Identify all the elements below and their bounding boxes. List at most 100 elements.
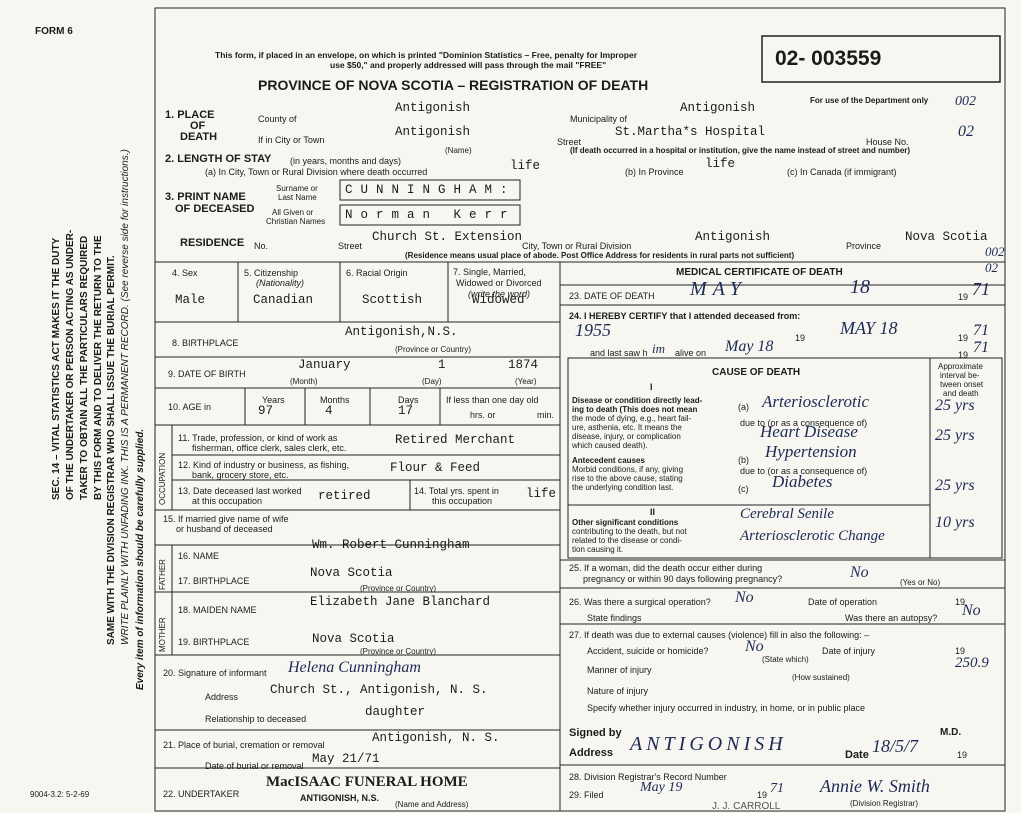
label: Date of injury: [822, 646, 876, 656]
value: MAY: [690, 278, 747, 300]
value: Antigonish: [395, 125, 471, 139]
value: May 18: [725, 338, 774, 355]
side-text: BY THIS FORM AND TO DELIVER THE RETURN T…: [93, 235, 104, 500]
label: interval be-: [940, 371, 980, 380]
value: 71: [770, 781, 784, 796]
side-text: TAKER TO OBTAIN ALL THE PARTICULARS REQU…: [79, 235, 90, 500]
value: St.Martha*s Hospital: [615, 125, 766, 139]
label: Years: [262, 395, 285, 405]
side-text: SEC. 14 – VITAL STATISTICS ACT MAKES IT …: [51, 237, 62, 500]
label: Specify whether injury occurred in indus…: [587, 703, 865, 713]
label: 23. DATE OF DEATH: [569, 291, 655, 301]
label: M.D.: [940, 727, 962, 738]
label: Surname or: [276, 184, 318, 193]
value: Church St. Extension: [372, 230, 523, 244]
label: this occupation: [432, 496, 493, 506]
label: City, Town or Rural Division: [522, 241, 632, 251]
label: or husband of deceased: [176, 524, 273, 534]
side-text: OF THE UNDERTAKER OR PERSON ACTING AS UN…: [65, 229, 76, 500]
label: rise to the above cause, stating: [572, 474, 683, 483]
label: (write the word): [468, 289, 531, 299]
title: PROVINCE OF NOVA SCOTIA – REGISTRATION O…: [258, 77, 649, 93]
label: ure, asthenia, etc. It means the: [572, 423, 682, 432]
section-label: 3. PRINT NAME: [165, 191, 246, 203]
label: Street: [338, 241, 363, 251]
value: retired: [318, 489, 371, 503]
notice: use $50," and properly addressed will pa…: [330, 60, 607, 70]
label: (in years, months and days): [290, 156, 402, 166]
value: Antigonish: [695, 230, 771, 244]
label: 10. AGE in: [168, 402, 212, 412]
value: Cerebral Senile: [740, 506, 835, 522]
value: MAY 18: [840, 318, 898, 338]
label: ing to death (This does not mean: [572, 405, 698, 414]
label: 19. BIRTHPLACE: [178, 637, 250, 647]
caption: (Name): [445, 146, 472, 155]
label: 4. Sex: [172, 268, 198, 278]
note: (Residence means usual place of abode. P…: [405, 251, 795, 260]
label: (a): [738, 402, 749, 412]
section-label: OF DECEASED: [175, 203, 255, 215]
value: 25 yrs: [935, 397, 975, 414]
registration-number: 02- 003559: [775, 47, 882, 70]
value: Arteriosclerotic Change: [740, 528, 885, 544]
signature: Helena Cunningham: [288, 659, 421, 676]
label: tween onset: [940, 380, 984, 389]
label: 21. Place of burial, cremation or remova…: [163, 740, 325, 750]
form-label: FORM 6: [35, 26, 73, 37]
code: 02: [985, 260, 998, 275]
section-label: DEATH: [180, 131, 218, 143]
value: 1874: [508, 358, 539, 372]
value: 71: [972, 279, 990, 299]
value: life: [705, 157, 736, 171]
label: Morbid conditions, if any, giving: [572, 465, 684, 474]
value: Antigonish: [395, 101, 471, 115]
label: the underlying condition last.: [572, 483, 674, 492]
label: 27. If death was due to external causes …: [569, 630, 870, 640]
form-code: 9004-3.2: 5-2-69: [30, 790, 90, 799]
value: 97: [258, 404, 274, 418]
value: 1: [438, 358, 446, 372]
label: Date of burial or removal: [205, 761, 304, 771]
side-text: WRITE PLAINLY WITH UNFADING INK. THIS IS…: [120, 149, 131, 645]
label: 19: [795, 333, 806, 343]
label: hrs. or: [470, 410, 496, 420]
label: 19: [955, 646, 966, 656]
label: due to (or as a consequence of): [740, 466, 868, 476]
label: Date: [845, 749, 869, 761]
label: (a) In City, Town or Rural Division wher…: [205, 167, 428, 177]
value: Canadian: [253, 293, 314, 307]
label: pregnancy or within 90 days following pr…: [583, 574, 783, 584]
label: All Given or: [272, 208, 314, 217]
value: 10 yrs: [935, 514, 975, 531]
section-label: 1. PLACE: [165, 109, 215, 121]
label: Signed by: [569, 727, 622, 739]
label: Christian Names: [266, 217, 326, 226]
label: II: [650, 507, 656, 517]
label: alive on: [675, 348, 707, 358]
side-label: MOTHER: [158, 617, 167, 652]
value: Male: [175, 293, 206, 307]
label: Street: [557, 137, 582, 147]
value: 18/5/7: [872, 736, 919, 756]
value: Antigonish, N. S.: [372, 731, 500, 745]
value: Antigonish,N.S.: [345, 325, 458, 339]
label: Antecedent causes: [572, 456, 645, 465]
caption: (Division Registrar): [850, 799, 919, 808]
label: 19: [955, 597, 966, 607]
value: 25 yrs: [935, 427, 975, 444]
value: life: [526, 487, 557, 501]
value: Scottish: [362, 293, 423, 307]
label: Municipality of: [570, 114, 628, 124]
label: 22. UNDERTAKER: [163, 789, 240, 799]
label: 19: [757, 790, 768, 800]
label: Province: [846, 241, 882, 251]
label: 18. MAIDEN NAME: [178, 605, 257, 615]
value: No: [850, 564, 869, 581]
value: No: [735, 589, 754, 606]
label: 19: [958, 292, 969, 302]
label: Widowed or Divorced: [456, 278, 542, 288]
label: 13. Date deceased last worked: [178, 486, 302, 496]
label: Other significant conditions: [572, 518, 679, 527]
